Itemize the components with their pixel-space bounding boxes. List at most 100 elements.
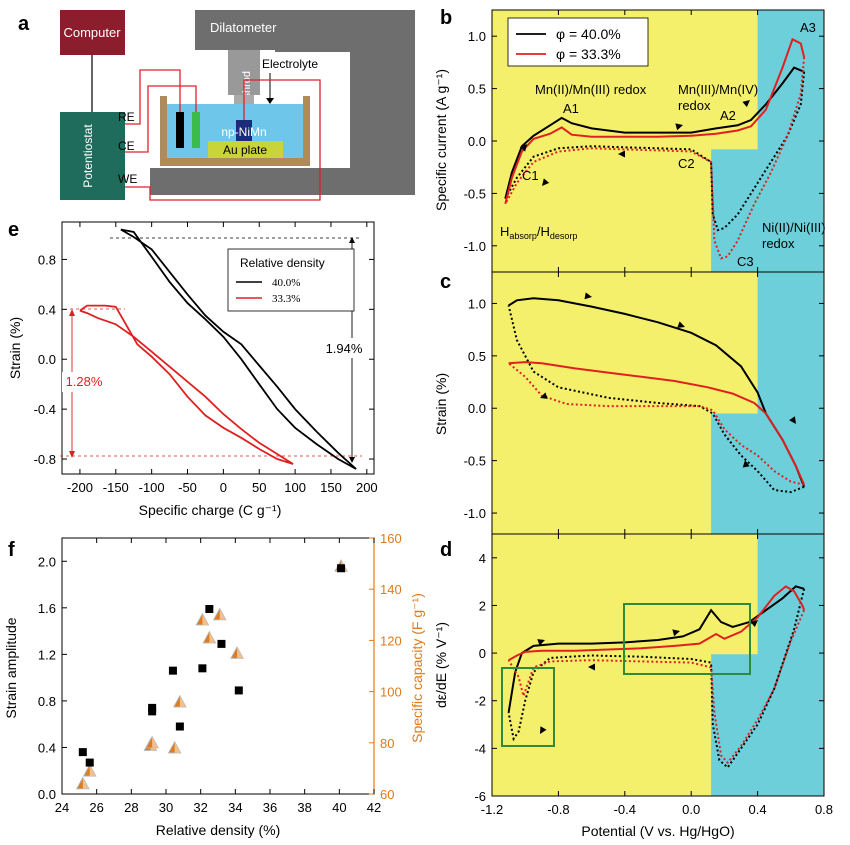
- scan-arrow-b-5: [542, 178, 550, 186]
- series-line-anodic-d-1: [508, 585, 806, 662]
- legend-entry-b-33: φ = 33.3%: [556, 46, 621, 62]
- xtick-label-d: -1.2: [481, 802, 503, 817]
- scan-arrow-d-1: [537, 639, 545, 646]
- series-line-cathodic-d-1: [507, 609, 806, 765]
- y2tick-label-f: 80: [380, 736, 394, 751]
- ytick-label-c: -0.5: [464, 454, 486, 469]
- ticks-c: -1.0 -0.5 0.0 0.5 1.0: [464, 272, 825, 534]
- y2tick-label-f: 100: [380, 685, 402, 700]
- panel-c: c -1.0 -0.5 0.0 0.5 1.0 Strain (%): [433, 271, 825, 535]
- ylabel-d: dε/dE (% V⁻¹): [433, 622, 449, 708]
- xtick-label-e: 50: [252, 480, 266, 495]
- scan-arrow-b-1: [519, 144, 527, 152]
- ytick-label-b: 0.0: [468, 134, 486, 149]
- panel-letter-a: a: [18, 13, 30, 35]
- ytick-label-d: 2: [479, 598, 486, 613]
- ytick-label-d: -2: [474, 694, 486, 709]
- xtick-label-e: 0: [220, 480, 227, 495]
- computer-box: [60, 10, 125, 55]
- annotation-1.28: 1.28%: [66, 374, 103, 389]
- re-label: RE: [118, 110, 135, 124]
- xtick-label-e: 100: [284, 480, 306, 495]
- xtick-label-d: 0.4: [749, 802, 767, 817]
- strain-point: [175, 722, 184, 731]
- xtick-label-f: 40: [332, 800, 346, 815]
- ytick-label-f: 0.4: [38, 740, 56, 755]
- xtick-label-e: -150: [103, 480, 129, 495]
- counter-electrode: [192, 112, 200, 148]
- ytick-label-b: 0.5: [468, 82, 486, 97]
- legend-title-e: Relative density: [240, 256, 325, 270]
- background-c: [492, 272, 824, 534]
- dilatometer-frame: [150, 10, 415, 195]
- panel-b: b -1.0-0.50.00.51.0 φ = 40.0% φ = 33.3% …: [433, 7, 826, 273]
- potentiostat-label: Potentiostat: [81, 124, 95, 188]
- xtick-label-e: 200: [356, 480, 378, 495]
- wires: [125, 69, 321, 201]
- panel-letter-b: b: [440, 7, 452, 29]
- ylabel-f: Strain amplitude: [3, 617, 19, 718]
- xlabel-d: Potential (V vs. Hg/HgO): [581, 823, 734, 839]
- annotation-1.94: 1.94%: [326, 341, 363, 356]
- scan-arrow-c-5: [742, 460, 750, 468]
- annotation-mn3-mn4-redox: redox: [678, 98, 711, 113]
- strain-point: [198, 664, 207, 673]
- panel-d: d -6 -4 -2 0 2 4 -1.2 -0.8 -0.4 0.0 0.4 0.8 Potenti…: [433, 533, 833, 839]
- annotation-mn3-mn4: Mn(III)/Mn(IV): [678, 82, 758, 97]
- electrolyte-arrowhead: [266, 98, 274, 104]
- annotation-mn2-mn3: Mn(II)/Mn(III) redox: [535, 82, 647, 97]
- annotation-A2: A2: [720, 108, 736, 123]
- ytick-label-e: -0.8: [34, 452, 56, 467]
- panel-letter-e: e: [8, 219, 19, 241]
- ytick-label-d: -4: [474, 741, 486, 756]
- series-line-anodic-b-1: [504, 37, 806, 205]
- dilatometer-label: Dilatometer: [210, 20, 277, 35]
- series-line-e-0: [120, 228, 357, 470]
- amplitude-label-bg-40: [322, 338, 366, 358]
- reference-electrode: [176, 112, 184, 148]
- xtick-label-d: 0.8: [815, 802, 833, 817]
- ylabel-e: Strain (%): [7, 317, 23, 379]
- xtick-label-d: 0.0: [682, 802, 700, 817]
- panel-a: a Computer Dilatometer Pushrod Electroly…: [18, 10, 415, 201]
- y2tick-label-f: 60: [380, 787, 394, 802]
- ytick-label-c: 1.0: [468, 296, 486, 311]
- ytick-label-e: 0.4: [38, 302, 56, 317]
- xtick-label-f: 30: [159, 800, 173, 815]
- legend-e: [227, 248, 355, 312]
- highlight-box-h: [501, 667, 555, 747]
- ytick-label-d: 4: [479, 551, 486, 566]
- cell-container: [160, 96, 310, 166]
- y2tick-label-f: 140: [380, 582, 402, 597]
- ytick-label-c: -1.0: [464, 506, 486, 521]
- ytick-label-b: 1.0: [468, 29, 486, 44]
- scan-arrow-c-1: [584, 292, 592, 300]
- strain-point: [205, 604, 214, 613]
- series-line-cathodic-c-0: [507, 305, 805, 494]
- legend-entry-40: 40.0%: [272, 277, 300, 289]
- ylabel-c: Strain (%): [433, 373, 449, 435]
- xtick-label-e: -50: [178, 480, 197, 495]
- curves-e: [79, 228, 357, 470]
- legend-entry-b-40: φ = 40.0%: [556, 26, 621, 42]
- annotation-ni2-ni3: Ni(II)/Ni(III): [762, 220, 826, 235]
- y2label-f: Specific capacity (F g⁻¹): [409, 593, 425, 743]
- annotation-ni2-ni3-redox: redox: [762, 236, 795, 251]
- xlabel-f: Relative density (%): [156, 822, 281, 838]
- ytick-label-b: -0.5: [464, 186, 486, 201]
- ytick-label-f: 0.0: [38, 787, 56, 802]
- strain-point: [234, 686, 243, 695]
- ce-label: CE: [118, 139, 135, 153]
- xtick-label-f: 32: [193, 800, 207, 815]
- ytick-label-e: 0.8: [38, 252, 56, 267]
- ytick-label-c: 0.5: [468, 349, 486, 364]
- panel-letter-c: c: [440, 271, 451, 293]
- ytick-label-d: -6: [474, 789, 486, 804]
- potentiostat-box: [60, 112, 125, 200]
- np-nimn-sample: [236, 120, 252, 141]
- curves-c: [507, 292, 806, 494]
- xtick-label-e: -200: [67, 480, 93, 495]
- xtick-label-e: 150: [320, 480, 342, 495]
- ytick-label-f: 0.8: [38, 694, 56, 709]
